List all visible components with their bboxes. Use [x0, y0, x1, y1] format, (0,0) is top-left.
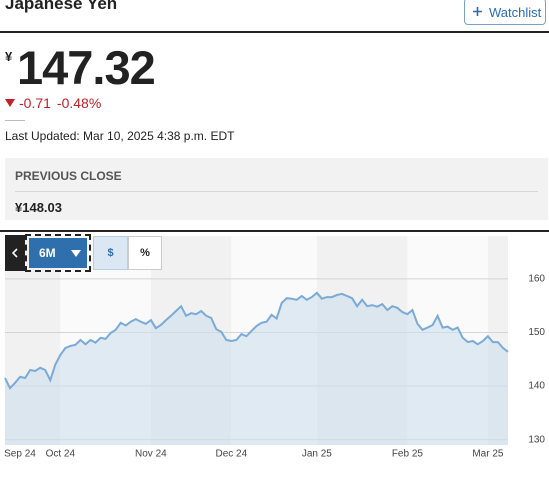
y-tick-label: 130 — [528, 434, 545, 445]
change-percent: -0.48% — [56, 95, 102, 111]
previous-close-box: PREVIOUS CLOSE ¥148.03 — [5, 158, 548, 220]
separator — [5, 120, 25, 121]
y-tick-label: 160 — [528, 274, 545, 285]
x-tick-label: Nov 24 — [135, 449, 167, 460]
divider — [0, 31, 549, 33]
x-tick-label: Sep 24 — [4, 449, 36, 460]
divider — [0, 230, 549, 232]
down-arrow — [5, 99, 15, 107]
watchlist-button[interactable]: Watchlist — [464, 0, 546, 25]
x-tick-label: Jan 25 — [302, 449, 332, 460]
title: Japanese Yen — [5, 0, 118, 13]
x-tick-label: Feb 25 — [392, 449, 424, 460]
x-tick-label: Oct 24 — [46, 449, 76, 460]
y-tick-label: 150 — [528, 327, 545, 338]
currency-toggle[interactable]: $ — [93, 236, 128, 270]
chart: 130 140 150 160 Sep 24 Oct 24 Nov 24 Dec 24 Jan … — [4, 236, 545, 460]
percent-toggle[interactable]: % — [128, 236, 162, 270]
chevron-icon — [11, 248, 18, 258]
watchlist-label: Watchlist — [489, 5, 542, 20]
area — [5, 292, 508, 445]
dropdown-arrow — [71, 250, 81, 257]
range-selector[interactable]: 6M — [25, 234, 91, 272]
x-tick-label: Mar 25 — [472, 449, 504, 460]
price: 147.32 — [17, 41, 156, 94]
plus-icon — [473, 7, 482, 16]
x-tick-label: Dec 24 — [216, 449, 248, 460]
previous-close-value: ¥148.03 — [15, 200, 62, 215]
divider — [15, 191, 538, 192]
range-button: 6M — [29, 238, 87, 268]
previous-close-label: PREVIOUS CLOSE — [15, 169, 122, 183]
change: -0.71 — [19, 95, 51, 111]
change-row: -0.71 -0.48% — [5, 95, 107, 111]
currency-symbol: ¥ — [5, 49, 13, 64]
price-line — [4, 291, 509, 390]
back-button[interactable] — [5, 235, 25, 271]
range-label: 6M — [39, 246, 56, 260]
last-updated: Last Updated: Mar 10, 2025 4:38 p.m. EDT — [5, 129, 235, 143]
y-tick-label: 140 — [528, 381, 545, 392]
